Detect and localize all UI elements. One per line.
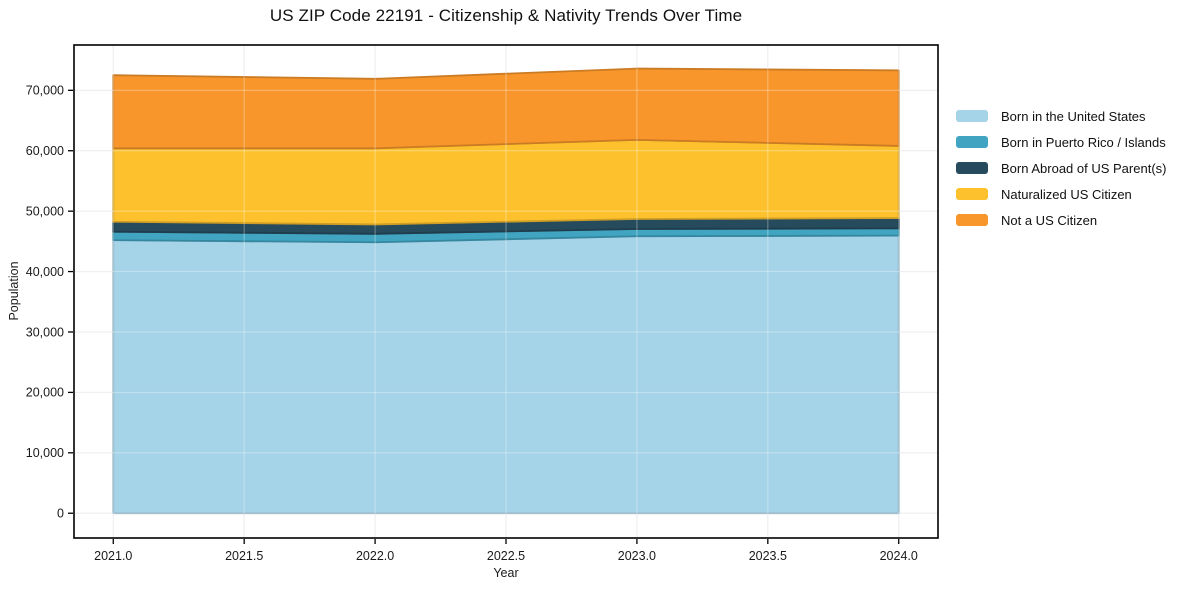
legend-item-not-a-us-citizen: Not a US Citizen [956,207,1166,233]
x-tick-label: 2022.5 [487,549,525,563]
y-tick-label: 20,000 [26,386,64,400]
plot-border [73,44,939,539]
y-tick-label: 30,000 [26,325,64,339]
legend-swatch [956,214,988,226]
legend-item-label: Naturalized US Citizen [1001,186,1132,202]
legend-item-naturalized-us-citizen: Naturalized US Citizen [956,181,1166,207]
stacked-areas [112,67,900,515]
chart-title: US ZIP Code 22191 - Citizenship & Nativi… [269,6,743,25]
legend-item-label: Born in Puerto Rico / Islands [1001,134,1166,150]
legend-item-born-in-puerto-rico-islands: Born in Puerto Rico / Islands [956,129,1166,155]
y-tick-label: 50,000 [26,204,64,218]
legend-item-label: Born in the United States [1001,108,1146,124]
x-tick-label: 2021.5 [225,549,263,563]
y-axis-label: Population [7,261,21,321]
x-tick-label: 2024.0 [880,549,918,563]
legend-item-label: Not a US Citizen [1001,212,1098,228]
area-not-a-us-citizen [112,67,900,150]
y-tick-label: 60,000 [26,144,64,158]
legend-item-born-in-the-united-states: Born in the United States [956,103,1166,129]
x-tick-label: 2021.0 [94,549,132,563]
legend-swatch [956,188,988,200]
legend-swatch [956,136,988,148]
x-axis-label: Year [493,566,519,580]
legend-swatch [956,110,988,122]
x-tick-label: 2023.0 [618,549,656,563]
y-tick-label: 70,000 [26,84,64,98]
x-tick-label: 2022.0 [356,549,394,563]
legend-item-born-abroad-of-us-parent-s: Born Abroad of US Parent(s) [956,155,1166,181]
y-tick-label: 40,000 [26,265,64,279]
gridlines-over [74,45,938,538]
x-tick-label: 2023.5 [749,549,787,563]
axis-ticks: 2021.0 2021.5 2022.0 2022.5 2023.0 2023.5 2024… [26,84,918,563]
legend-item-label: Born Abroad of US Parent(s) [1001,160,1167,176]
y-tick-label: 0 [57,507,64,521]
y-tick-label: 10,000 [26,446,64,460]
legend: Born in the United States Born in Puerto … [956,103,1166,233]
legend-swatch [956,162,988,174]
